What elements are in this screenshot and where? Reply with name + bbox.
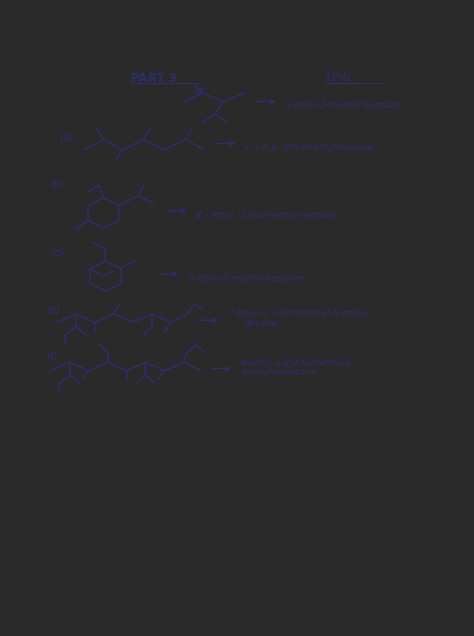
Text: 3-ethyl-2-methyl heptane: 3-ethyl-2-methyl heptane — [285, 101, 400, 110]
Text: PART 3: PART 3 — [131, 72, 176, 85]
Text: (c): (c) — [51, 179, 64, 188]
Text: 5-ethyl-2-methyl heptane: 5-ethyl-2-methyl heptane — [188, 273, 303, 282]
Text: (f): (f) — [46, 351, 58, 361]
Text: 4 - ethyl -2,6-dimethyl heptane: 4 - ethyl -2,6-dimethyl heptane — [196, 211, 337, 219]
Text: (b): (b) — [59, 132, 73, 142]
Text: 4-ethyl-3,8,9-trimethyl-6-: 4-ethyl-3,8,9-trimethyl-6- — [240, 359, 355, 368]
Text: (e): (e) — [46, 305, 61, 315]
Text: (d): (d) — [51, 248, 65, 258]
Text: 2,3,4,6- tetramethylheptane: 2,3,4,6- tetramethylheptane — [245, 143, 373, 152]
Text: (a) -: (a) - — [194, 86, 215, 96]
Text: decane: decane — [245, 319, 278, 328]
Text: -propylundecane: -propylundecane — [240, 368, 317, 377]
Text: 7-ethyl-2,3,6-trimethyl-5-propyl: 7-ethyl-2,3,6-trimethyl-5-propyl — [228, 310, 371, 319]
Text: IUPAC: IUPAC — [325, 73, 356, 83]
